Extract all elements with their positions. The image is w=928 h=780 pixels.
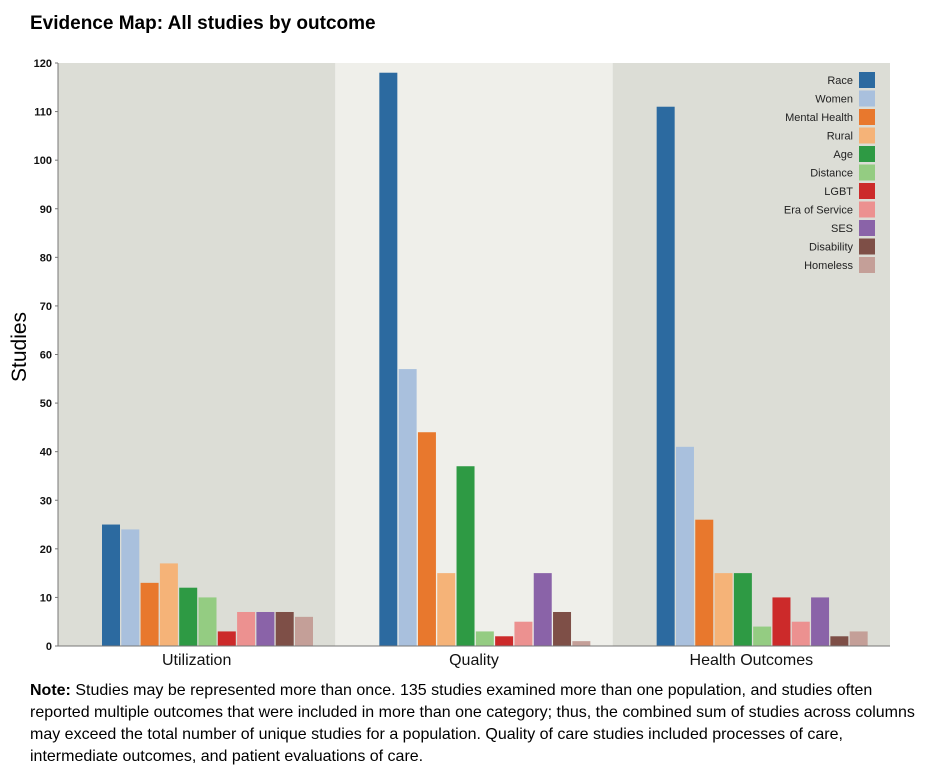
legend-swatch bbox=[859, 109, 875, 125]
y-tick-label: 110 bbox=[34, 107, 52, 119]
bar bbox=[495, 636, 514, 646]
bar bbox=[140, 582, 159, 646]
bar bbox=[475, 631, 494, 646]
bar bbox=[179, 587, 198, 646]
bar bbox=[553, 611, 572, 646]
x-tick-label: Utilization bbox=[162, 652, 231, 669]
x-tick-label: Health Outcomes bbox=[690, 652, 814, 669]
bar bbox=[102, 524, 120, 646]
bar bbox=[217, 631, 236, 646]
bar bbox=[398, 369, 417, 646]
legend-label: Era of Service bbox=[784, 205, 853, 217]
y-tick-label: 10 bbox=[40, 592, 52, 604]
legend-label: LGBT bbox=[824, 186, 853, 198]
bar bbox=[514, 621, 533, 646]
y-tick-label: 30 bbox=[40, 495, 52, 507]
footnote: Note: Studies may be represented more th… bbox=[30, 680, 920, 768]
bar bbox=[830, 636, 849, 646]
bar bbox=[656, 106, 675, 647]
bar bbox=[695, 519, 714, 646]
bar bbox=[121, 529, 140, 646]
bar bbox=[572, 641, 591, 646]
legend-label: SES bbox=[831, 223, 853, 235]
bar bbox=[811, 597, 830, 646]
legend-label: Race bbox=[827, 75, 853, 87]
legend-label: Women bbox=[815, 94, 853, 106]
legend-label: Homeless bbox=[804, 260, 853, 272]
legend-label: Distance bbox=[810, 168, 853, 180]
bar bbox=[159, 563, 178, 646]
bar bbox=[772, 597, 791, 646]
y-tick-label: 120 bbox=[34, 58, 52, 70]
y-tick-label: 40 bbox=[40, 447, 52, 459]
legend-swatch bbox=[859, 183, 875, 199]
legend-swatch bbox=[859, 238, 875, 255]
bar bbox=[417, 432, 436, 646]
legend: Race Women Mental Health Rural Age Distance LG… bbox=[784, 72, 875, 273]
bar bbox=[753, 626, 772, 646]
legend-swatch bbox=[859, 164, 875, 181]
chart-title: Evidence Map: All studies by outcome bbox=[30, 13, 376, 34]
bars bbox=[102, 72, 868, 647]
legend-swatch bbox=[859, 127, 875, 144]
bar bbox=[533, 573, 552, 646]
y-tick-label: 0 bbox=[46, 641, 52, 653]
y-tick-label: 20 bbox=[40, 544, 52, 556]
note-text: Studies may be represented more than onc… bbox=[30, 682, 915, 765]
bar bbox=[849, 631, 868, 646]
y-axis: 0 10 20 30 40 50 60 70 80 90 100 110 120 bbox=[34, 58, 59, 653]
y-tick-label: 60 bbox=[40, 350, 52, 362]
bar bbox=[237, 611, 256, 646]
y-tick-label: 100 bbox=[34, 155, 52, 167]
note-label: Note: bbox=[30, 682, 71, 699]
bar bbox=[275, 611, 294, 646]
legend-swatch bbox=[859, 72, 875, 88]
bar bbox=[791, 621, 810, 646]
legend-label: Mental Health bbox=[785, 112, 853, 124]
legend-swatch bbox=[859, 201, 875, 218]
legend-label: Age bbox=[833, 149, 853, 161]
bar bbox=[256, 611, 275, 646]
legend-swatch bbox=[859, 90, 875, 107]
y-tick-label: 70 bbox=[40, 301, 52, 313]
legend-label: Rural bbox=[827, 131, 853, 143]
bar bbox=[733, 573, 752, 646]
y-tick-label: 90 bbox=[40, 204, 52, 216]
bar-chart: 0 10 20 30 40 50 60 70 80 90 100 110 120 Utilization… bbox=[34, 58, 890, 669]
x-tick-label: Quality bbox=[449, 652, 499, 669]
bar bbox=[198, 597, 217, 646]
y-tick-label: 80 bbox=[40, 252, 52, 264]
bar bbox=[714, 573, 733, 646]
bar bbox=[379, 72, 398, 646]
legend-swatch bbox=[859, 146, 875, 162]
legend-swatch bbox=[859, 257, 875, 273]
category-panel bbox=[58, 63, 336, 646]
y-tick-label: 50 bbox=[40, 398, 52, 410]
legend-label: Disability bbox=[809, 242, 854, 254]
x-axis: Utilization Quality Health Outcomes bbox=[58, 645, 890, 669]
bar bbox=[437, 573, 456, 646]
bar bbox=[675, 446, 694, 646]
bar bbox=[456, 466, 475, 646]
bar bbox=[295, 616, 313, 646]
legend-swatch bbox=[859, 220, 875, 236]
